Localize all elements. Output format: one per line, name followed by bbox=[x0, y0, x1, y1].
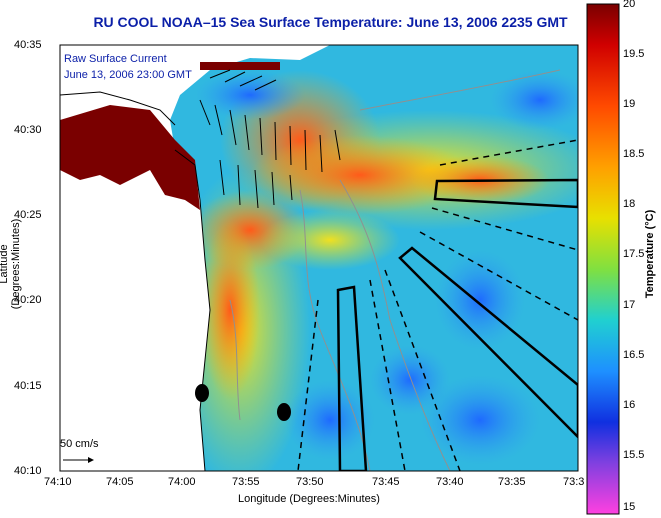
colorbar-tick: 15 bbox=[623, 501, 636, 513]
xtick: 73:3 bbox=[563, 476, 585, 488]
colorbar-tick: 15.5 bbox=[623, 449, 645, 461]
x-axis-label: Longitude (Degrees:Minutes) bbox=[238, 493, 380, 505]
xtick: 73:45 bbox=[372, 476, 400, 488]
xtick: 74:10 bbox=[44, 476, 72, 488]
sst-field bbox=[60, 45, 578, 471]
colorbar-tick: 20 bbox=[623, 0, 636, 10]
colorbar-tick: 19 bbox=[623, 98, 636, 110]
colorbar-tick: 17 bbox=[623, 299, 636, 311]
ytick: 40:10 bbox=[14, 465, 42, 477]
xtick: 74:05 bbox=[106, 476, 134, 488]
colorbar bbox=[586, 3, 620, 515]
xtick: 73:55 bbox=[232, 476, 260, 488]
ytick: 40:25 bbox=[14, 209, 42, 221]
xtick: 74:00 bbox=[168, 476, 196, 488]
ytick: 40:30 bbox=[14, 124, 42, 136]
ytick: 40:35 bbox=[14, 39, 42, 51]
colorbar-label: Temperature (°C) bbox=[644, 209, 656, 299]
colorbar-tick: 19.5 bbox=[623, 48, 645, 60]
colorbar-tick: 18.5 bbox=[623, 148, 645, 160]
plot-frame bbox=[59, 44, 579, 472]
xtick: 73:50 bbox=[296, 476, 324, 488]
station-marker bbox=[195, 384, 209, 402]
xtick: 73:35 bbox=[498, 476, 526, 488]
map-title: RU COOL NOAA–15 Sea Surface Temperature:… bbox=[93, 14, 568, 30]
current-vectors bbox=[199, 69, 341, 209]
scale-label: 50 cm/s bbox=[60, 438, 99, 450]
ytick: 40:15 bbox=[14, 380, 42, 392]
legend-line-2: June 13, 2006 23:00 GMT bbox=[64, 69, 192, 81]
colorbar-tick: 16.5 bbox=[623, 349, 645, 361]
xtick: 73:40 bbox=[436, 476, 464, 488]
ytick: 40:20 bbox=[14, 294, 42, 306]
colorbar-tick: 18 bbox=[623, 198, 636, 210]
colorbar-tick: 16 bbox=[623, 399, 636, 411]
station-marker bbox=[277, 403, 291, 421]
colorbar-tick: 17.5 bbox=[623, 248, 645, 260]
legend-line-1: Raw Surface Current bbox=[64, 53, 167, 65]
y-axis-label: Latitude (Degrees:Minutes) bbox=[0, 218, 22, 310]
